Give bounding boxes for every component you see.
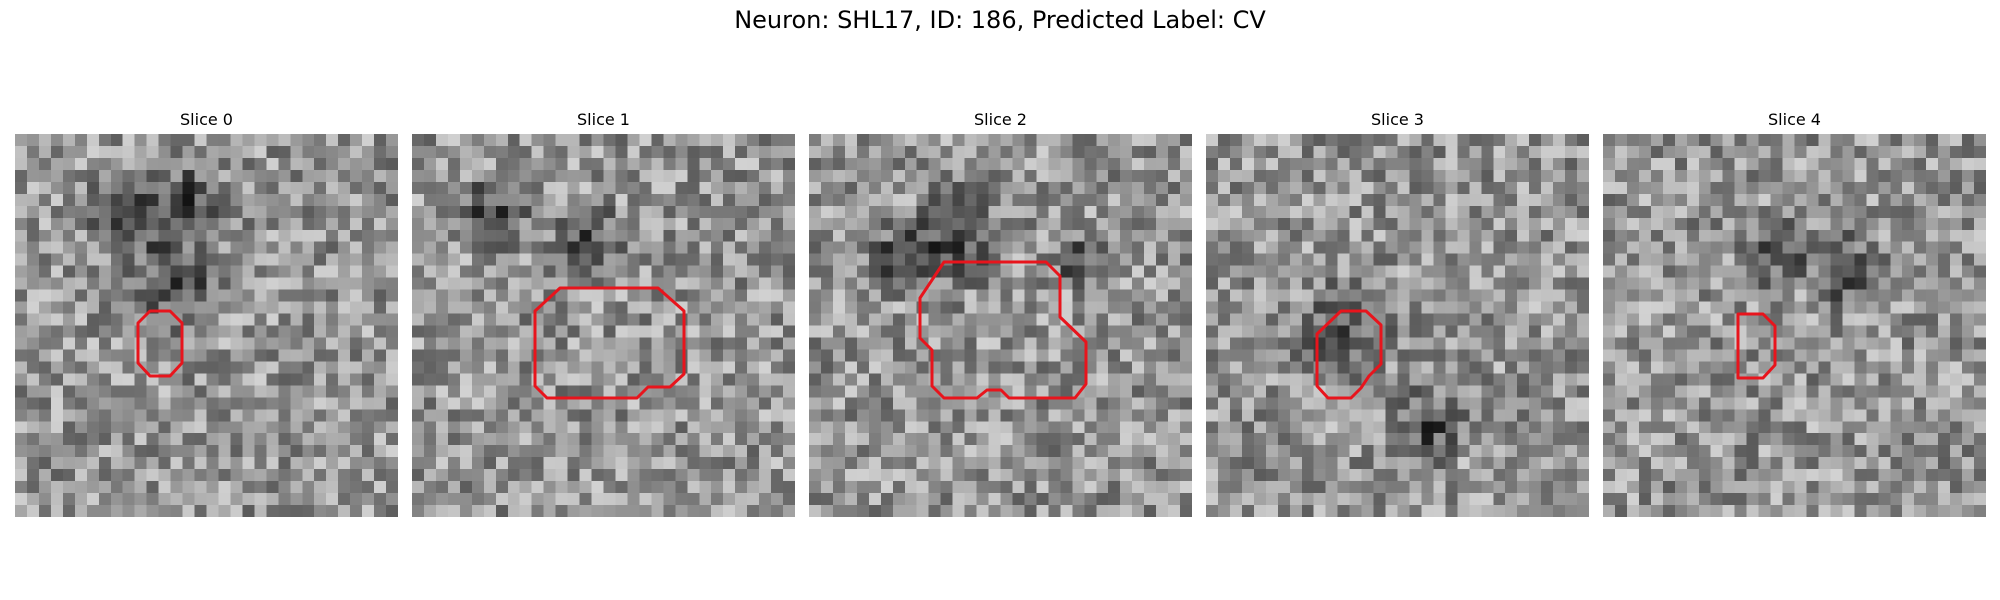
roi-contour [1736,312,1777,380]
slice-panel-0: Slice 0 [15,110,398,517]
slice-title: Slice 0 [180,110,233,129]
slice-image [1603,134,1986,517]
slice-panel-2: Slice 2 [809,110,1192,517]
slice-panel-4: Slice 4 [1603,110,1986,517]
slice-image [809,134,1192,517]
slice-pixels [1206,134,1589,517]
slice-title: Slice 4 [1768,110,1821,129]
slice-pixels [809,134,1192,517]
roi-contour [136,309,184,378]
slice-panel-3: Slice 3 [1206,110,1589,517]
roi-contour [533,286,686,400]
slice-pixels [412,134,795,517]
roi-contour [1315,309,1383,400]
slice-image [15,134,398,517]
slice-title: Slice 2 [974,110,1027,129]
slice-pixels [1603,134,1986,517]
figure-title: Neuron: SHL17, ID: 186, Predicted Label:… [734,6,1266,34]
slice-title: Slice 3 [1371,110,1424,129]
slice-pixels [15,134,398,517]
slice-panel-1: Slice 1 [412,110,795,517]
roi-contour [918,260,1088,400]
slice-title: Slice 1 [577,110,630,129]
slice-image [1206,134,1589,517]
slice-image [412,134,795,517]
